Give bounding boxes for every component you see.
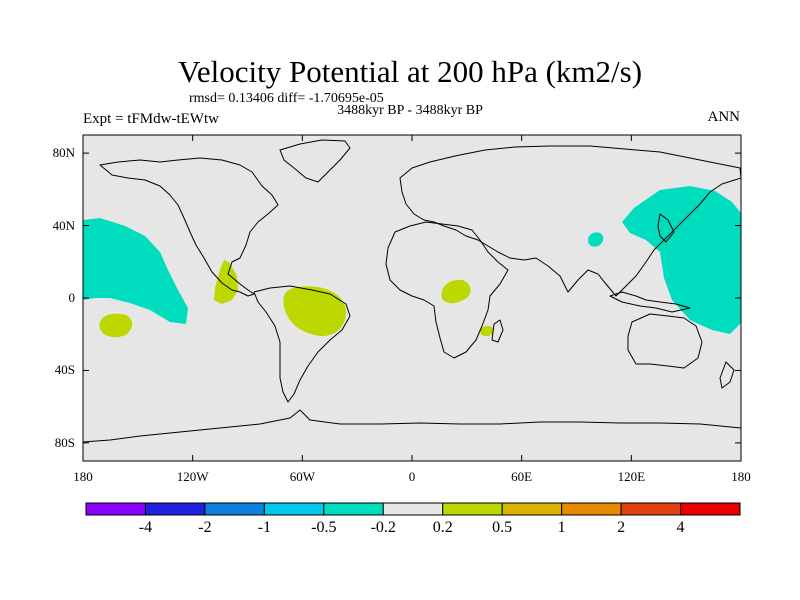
coast-japan: [657, 213, 675, 243]
rmsd-value: rmsd= 0.13406: [189, 91, 274, 106]
coast-north-america: [99, 157, 279, 297]
colorbar-label: -2: [198, 519, 212, 536]
colorbar-label: 4: [676, 519, 685, 536]
colorbar-box: [501, 502, 563, 516]
x-tick-label: 120E: [617, 469, 646, 484]
map-background: [83, 135, 741, 461]
colorbar-label: 0.5: [492, 519, 513, 536]
x-tick-label: 180: [73, 469, 93, 484]
coast-new-zealand: [719, 361, 735, 389]
coast-maritime-continent: [609, 291, 691, 313]
axis-ticks: [82, 135, 742, 461]
colorbar-label: -0.5: [311, 519, 337, 536]
shade-south-pacific: [99, 313, 133, 338]
y-tick-label: 0: [68, 290, 76, 305]
colorbar-box: [144, 502, 206, 516]
shade-amazon: [283, 286, 347, 337]
colorbar-box: [204, 502, 265, 516]
y-tick-label: 40N: [52, 217, 75, 233]
diff-value: diff= -1.70695e-05: [277, 91, 384, 106]
coast-greenland: [279, 139, 351, 183]
chart-title: Velocity Potential at 200 hPa (km2/s): [177, 54, 643, 89]
shade-madagascar: [480, 326, 494, 337]
colorbar-label: 2: [617, 519, 626, 536]
colorbar-box: [442, 502, 503, 516]
period-label: 3488kyr BP - 3488kyr BP: [337, 103, 483, 118]
colorbar-box: [323, 502, 384, 516]
x-tick-label: 60W: [289, 469, 315, 484]
season-label: ANN: [707, 109, 741, 125]
colorbar-box: [263, 502, 325, 516]
colorbar-box: [620, 502, 682, 516]
y-tick-label: 80S: [54, 434, 75, 450]
shaded-regions: [83, 186, 741, 338]
shade-northeast-pacific: [83, 218, 188, 324]
colorbar-label: -1: [257, 519, 272, 536]
coast-eurasia: [399, 145, 741, 297]
coast-south-america: [253, 285, 351, 403]
stats-line: rmsd= 0.13406 diff= -1.70695e-05: [189, 91, 384, 107]
colorbar: [85, 502, 741, 516]
colorbar-box: [382, 502, 444, 516]
colorbar-label: 0.2: [432, 519, 453, 536]
colorbar-label: -4: [138, 519, 153, 536]
shade-central-africa: [441, 279, 471, 304]
colorbar-label: -0.2: [370, 519, 396, 536]
coastlines: [83, 139, 741, 443]
coast-australia: [627, 313, 703, 369]
shade-central-america: [214, 260, 238, 304]
x-tick-label: 180: [731, 469, 751, 484]
colorbar-label: 1: [557, 519, 566, 536]
colorbar-box: [680, 502, 741, 516]
y-tick-label: 40S: [54, 362, 75, 378]
shade-tibetan-plateau: [588, 232, 604, 247]
shade-western-pacific: [622, 186, 741, 334]
x-tick-label: 120W: [176, 469, 209, 484]
coast-madagascar: [491, 319, 504, 343]
y-tick-label: 80N: [52, 145, 75, 161]
colorbar-box: [85, 502, 146, 516]
coast-africa: [385, 221, 509, 359]
x-tick-label: 0: [408, 469, 416, 484]
x-tick-label: 60E: [511, 469, 533, 484]
experiment-label: Expt = tFMdw-tEWtw: [83, 111, 219, 127]
coast-antarctica: [83, 409, 741, 443]
colorbar-box: [561, 502, 622, 516]
